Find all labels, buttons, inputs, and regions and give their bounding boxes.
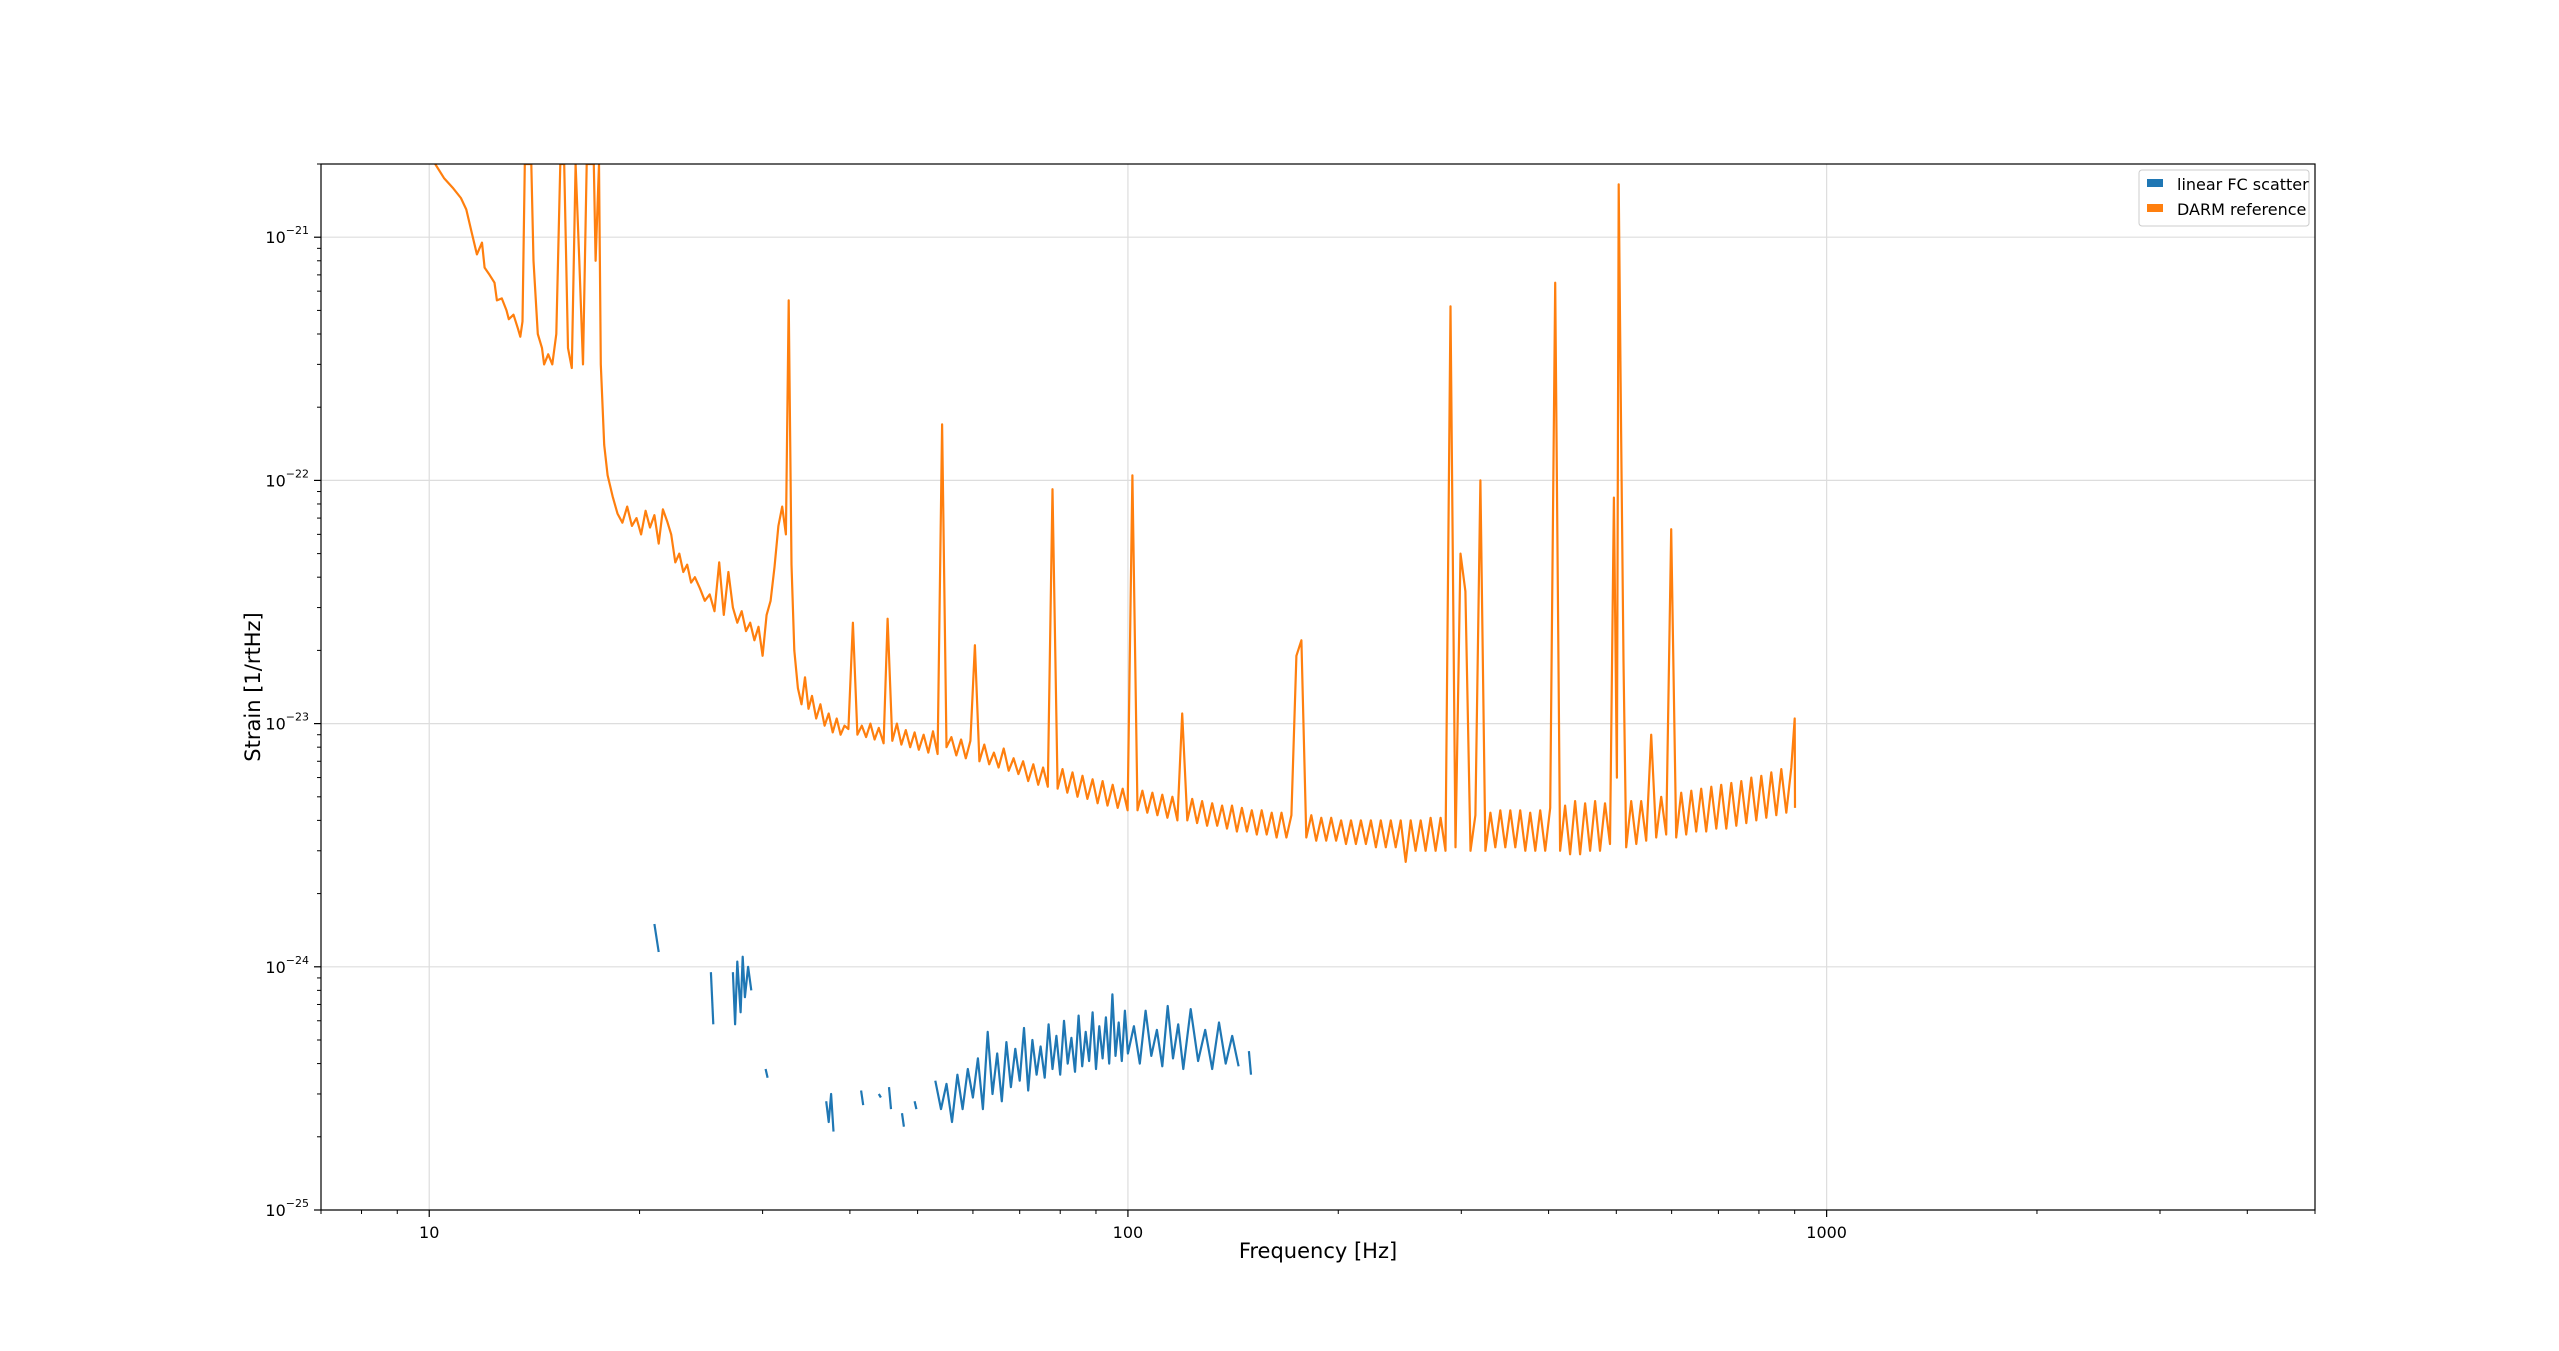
- series-linear-fc-scatter-segment-8: [900, 1113, 905, 1127]
- y-tick-label-1: 10−24: [265, 954, 309, 977]
- series-linear-fc-scatter-segment-5: [860, 1090, 865, 1106]
- series-linear-fc-scatter-segment-4: [825, 1092, 835, 1132]
- y-tick-label-0: 10−25: [265, 1197, 309, 1220]
- series-linear-fc-scatter-segment-3: [764, 1068, 769, 1078]
- y-axis-label: Strain [1/rtHz]: [241, 612, 265, 761]
- legend-label-linear-fc-scatter: linear FC scatter: [2177, 175, 2309, 194]
- x-tick-label-1: 100: [1113, 1223, 1144, 1242]
- series-linear-fc-scatter-segment-9: [913, 1101, 918, 1110]
- x-tick-label-2: 1000: [1806, 1223, 1847, 1242]
- axis-ticks: 10 100 1000 10−25 10−24 10−23 10−22 10−21: [265, 163, 2316, 1242]
- series-linear-fc-scatter-segment-7: [887, 1087, 893, 1110]
- series-darm-reference-line: [434, 164, 1797, 864]
- series-linear-fc-scatter-segment-6: [877, 1093, 882, 1099]
- plot-frame: [320, 163, 2316, 1211]
- series-linear-fc-scatter-segment-2: [731, 955, 753, 1026]
- legend-swatch-linear-fc-scatter: [2147, 179, 2163, 187]
- series-linear-fc-scatter-segment-10: [934, 993, 1240, 1124]
- x-axis-label: Frequency [Hz]: [1239, 1239, 1397, 1263]
- legend-box: [2138, 169, 2310, 227]
- series-linear-fc-scatter-segment-1: [709, 972, 715, 1025]
- legend-label-darm-reference: DARM reference: [2177, 200, 2306, 219]
- series-layer: [434, 164, 1797, 1132]
- series-linear-fc-scatter-segment-11: [1247, 1051, 1253, 1075]
- y-tick-label-4: 10−21: [265, 224, 309, 247]
- series-linear-fc-scatter-segment-0: [653, 923, 660, 953]
- x-tick-label-0: 10: [419, 1223, 439, 1242]
- legend-swatch-darm-reference: [2147, 204, 2163, 212]
- legend: linear FC scatter DARM reference: [2138, 169, 2310, 227]
- y-tick-label-3: 10−22: [265, 467, 309, 490]
- y-tick-label-2: 10−23: [265, 711, 309, 734]
